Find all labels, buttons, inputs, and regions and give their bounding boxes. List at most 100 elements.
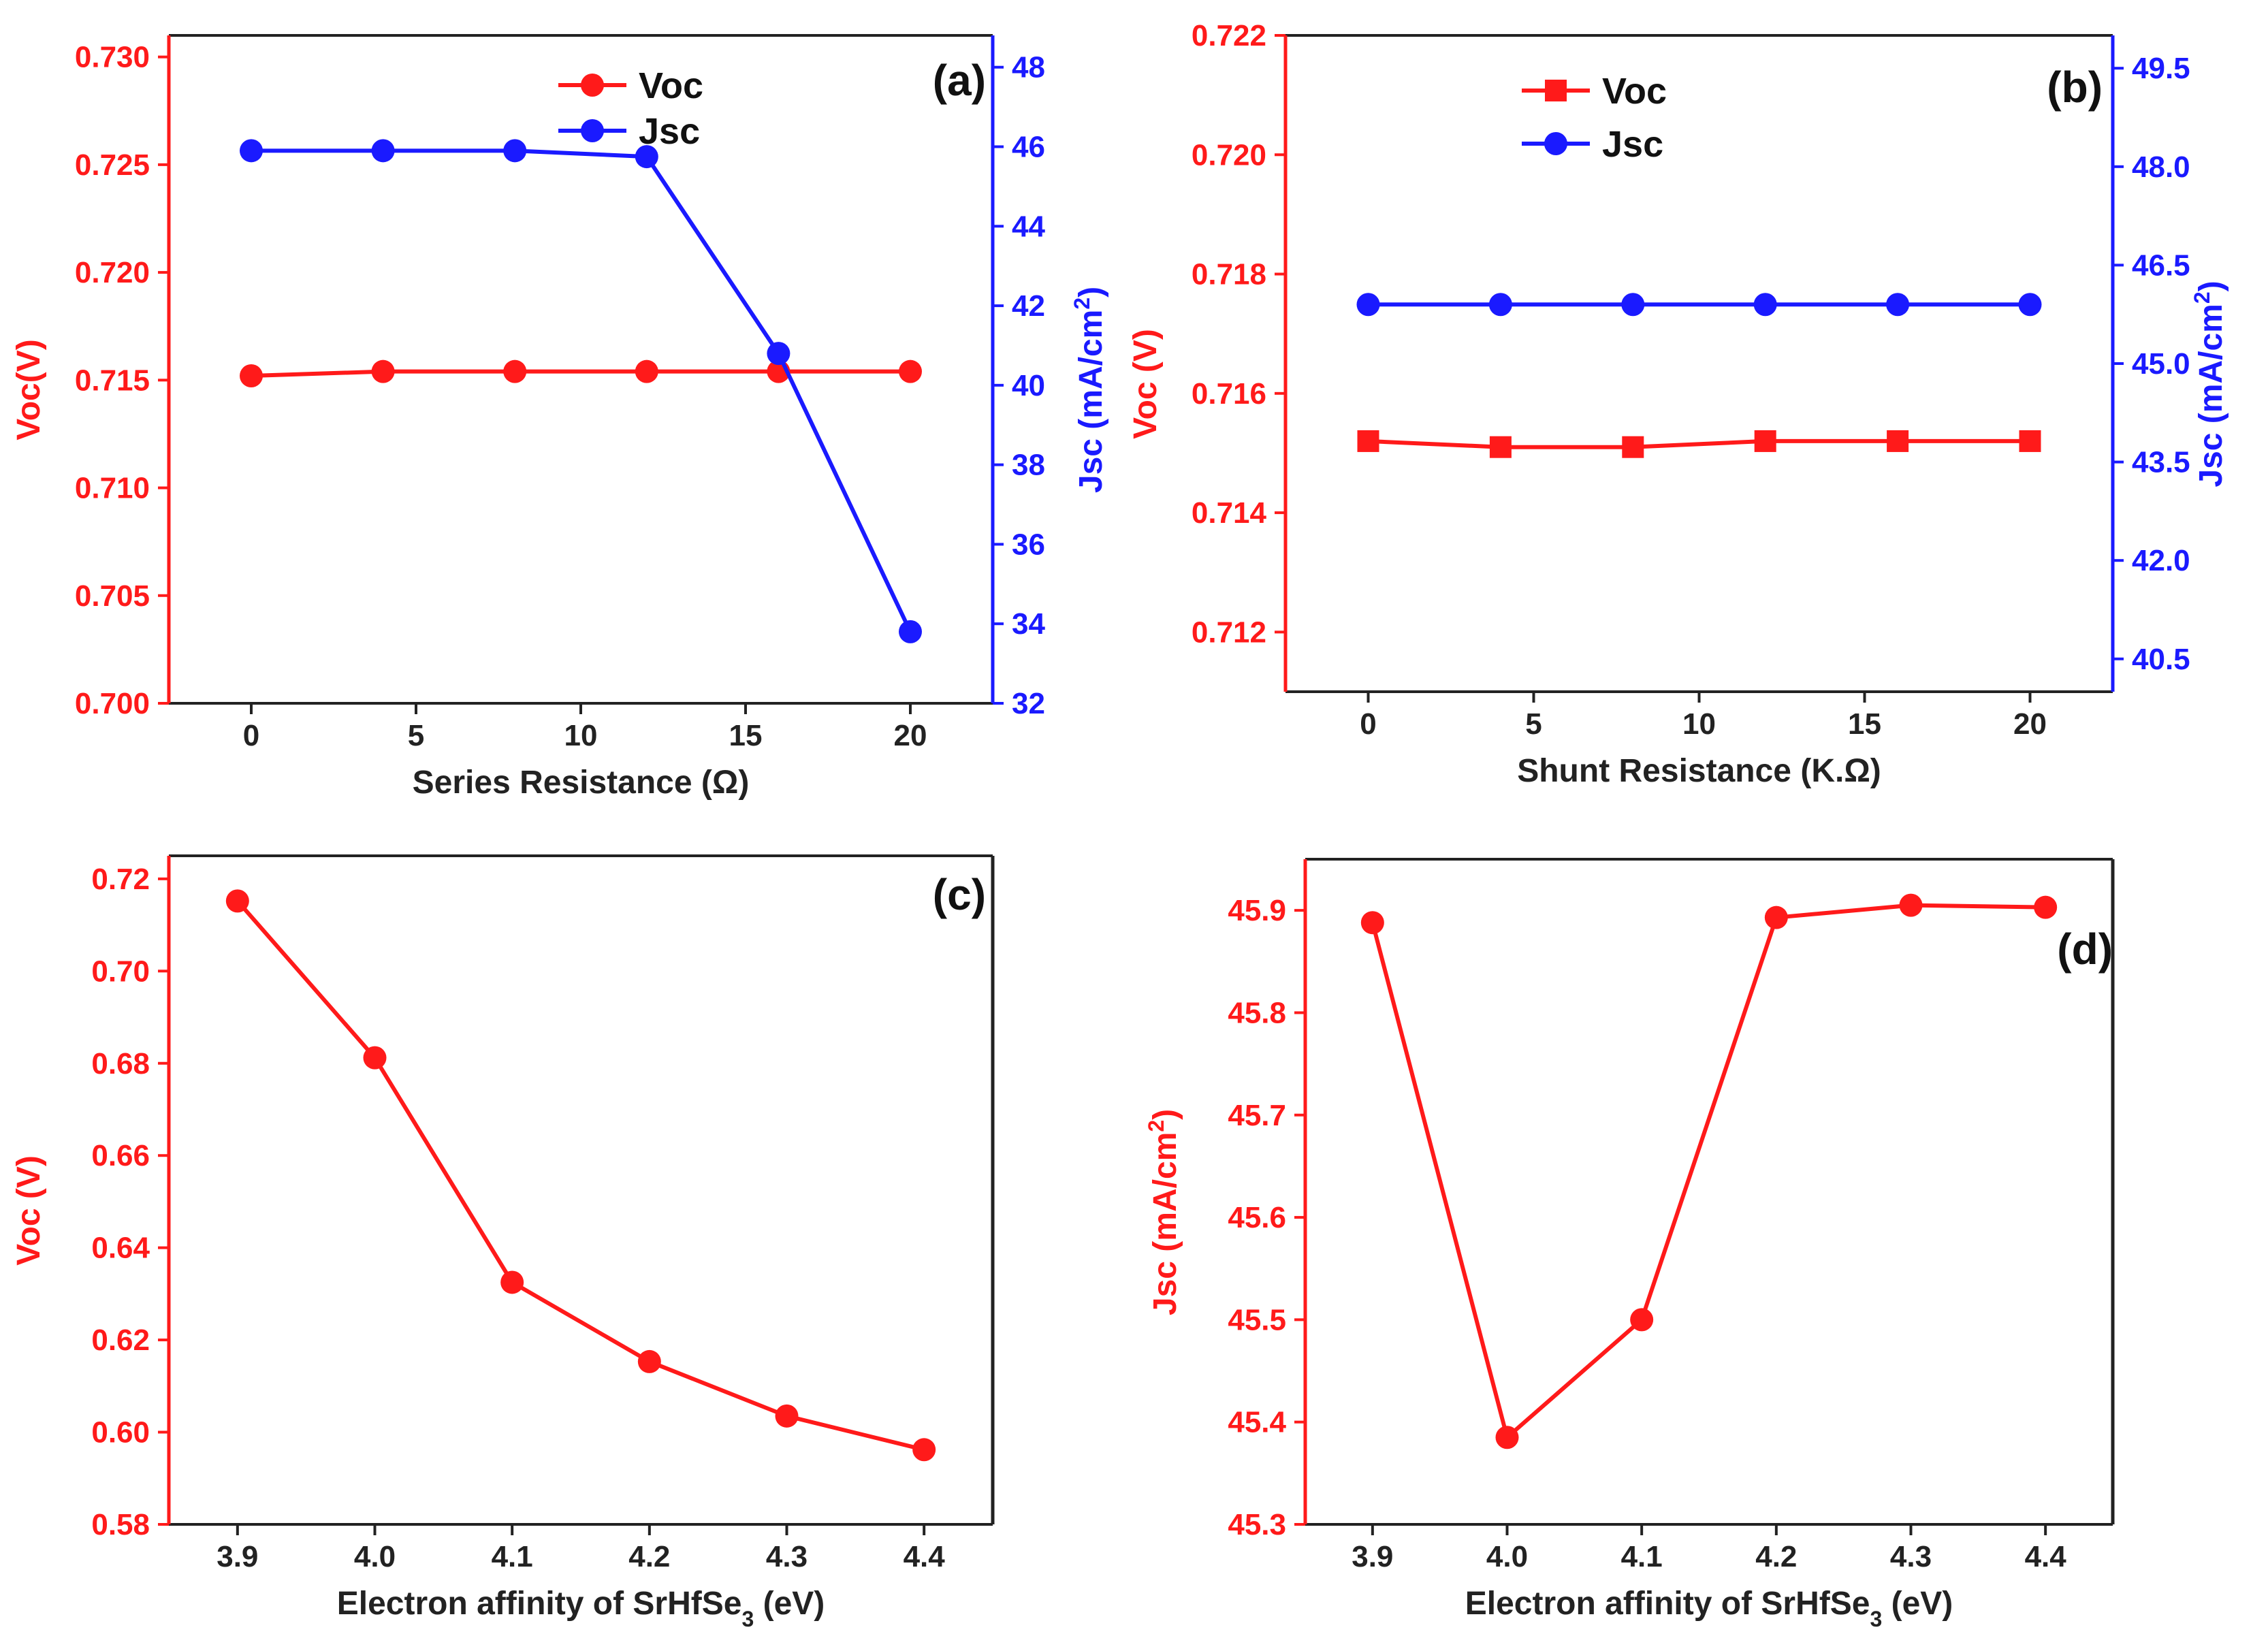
y-right-axis-title: Jsc (mA/cm2)	[2190, 280, 2229, 487]
data-point-jsc	[1630, 1308, 1654, 1332]
y-left-tick-label: 0.722	[1192, 19, 1266, 52]
y-left-tick-label: 0.72	[91, 863, 150, 896]
data-point-jsc	[1753, 293, 1777, 317]
x-tick-label: 0	[243, 719, 259, 752]
y-left-tick-label: 0.720	[75, 256, 150, 289]
x-tick-label: 4.1	[1621, 1540, 1663, 1573]
x-tick-label: 10	[564, 719, 598, 752]
series-line-voc	[1368, 438, 2030, 449]
x-tick-label: 20	[2013, 707, 2047, 741]
data-point-voc	[1357, 430, 1379, 452]
y-left-tick-label: 0.710	[75, 472, 150, 505]
data-point-jsc	[1495, 1426, 1519, 1449]
y-right-tick-label: 48.0	[2132, 150, 2190, 184]
y-left-tick-label: 0.58	[91, 1508, 150, 1541]
data-point-voc	[1622, 436, 1644, 458]
y-right-tick-label: 42	[1012, 289, 1045, 323]
y-left-tick-label: 45.3	[1228, 1508, 1286, 1541]
y-right-tick-label: 38	[1012, 449, 1045, 482]
legend-marker	[1545, 80, 1567, 101]
y-right-tick-label: 49.5	[2132, 52, 2190, 85]
data-point-jsc	[503, 139, 527, 163]
y-left-tick-label: 0.66	[91, 1139, 150, 1172]
series-line-jsc	[251, 148, 912, 633]
y-left-tick-label: 0.60	[91, 1416, 150, 1449]
data-point-voc	[635, 359, 658, 383]
x-tick-label: 3.9	[1352, 1540, 1393, 1573]
data-point-voc	[1489, 436, 1512, 458]
y-left-tick-label: 0.720	[1192, 138, 1266, 172]
data-point-voc	[912, 1438, 936, 1462]
x-axis-title: Shunt Resistance (K.Ω)	[1517, 753, 1881, 789]
data-point-jsc	[371, 139, 395, 163]
y-left-axis-title: Voc (V)	[11, 1155, 47, 1266]
y-left-tick-label: 0.716	[1192, 377, 1266, 411]
panel-label: (b)	[2047, 63, 2103, 112]
x-tick-label: 4.2	[1755, 1540, 1797, 1573]
data-point-voc	[363, 1046, 387, 1070]
legend-marker	[581, 74, 604, 97]
y-right-tick-label: 46	[1012, 131, 1045, 164]
y-left-tick-label: 0.718	[1192, 258, 1266, 291]
x-tick-label: 0	[1360, 707, 1376, 741]
data-point-jsc	[1886, 293, 1910, 317]
x-tick-label: 4.4	[2025, 1540, 2067, 1573]
x-tick-label: 10	[1682, 707, 1716, 741]
x-tick-label: 5	[1525, 707, 1542, 741]
legend-label-voc: Voc	[1602, 71, 1667, 112]
y-left-tick-label: 45.4	[1228, 1406, 1286, 1439]
y-right-tick-label: 34	[1012, 607, 1045, 641]
x-tick-label: 4.3	[1890, 1540, 1932, 1573]
y-left-tick-label: 0.730	[75, 41, 150, 74]
data-point-voc	[1754, 430, 1776, 452]
y-right-tick-label: 32	[1012, 687, 1045, 720]
x-axis-title: Electron affinity of SrHfSe3 (eV)	[337, 1586, 825, 1631]
y-left-tick-label: 45.6	[1228, 1201, 1286, 1234]
series-line-voc	[236, 899, 925, 1452]
panel-c: 3.9 4.0 4.1 4.2 4.3 4.4 0.58 0.60 0.62 0.64 0.66 0.…	[11, 854, 995, 1631]
y-left-tick-label: 45.7	[1228, 1099, 1286, 1132]
y-left-tick-label: 0.700	[75, 687, 150, 720]
data-point-voc	[775, 1404, 799, 1428]
y-left-tick-label: 0.64	[91, 1232, 150, 1265]
data-point-jsc	[1621, 293, 1645, 317]
data-point-voc	[240, 364, 263, 387]
y-left-tick-label: 0.705	[75, 579, 150, 613]
legend-marker	[581, 119, 604, 142]
y-right-tick-label: 40	[1012, 369, 1045, 402]
panel-label: (d)	[2057, 925, 2113, 974]
data-point-voc	[225, 889, 249, 913]
x-tick-label: 4.1	[492, 1540, 533, 1573]
data-point-jsc	[1764, 905, 1788, 929]
x-axis-title: Electron affinity of SrHfSe3 (eV)	[1465, 1586, 1953, 1631]
y-right-tick-label: 44	[1012, 210, 1045, 243]
y-left-tick-label: 45.8	[1228, 996, 1286, 1029]
data-point-voc	[1887, 430, 1909, 452]
x-tick-label: 4.3	[766, 1540, 808, 1573]
data-point-jsc	[1899, 893, 1923, 917]
y-left-axis-title: Voc(V)	[11, 339, 47, 440]
y-right-axis-title: Jsc (mA/cm2)	[1070, 287, 1109, 493]
x-tick-label: 15	[1848, 707, 1881, 741]
panel-label: (a)	[933, 56, 986, 105]
data-point-voc	[500, 1270, 524, 1294]
y-left-tick-label: 0.70	[91, 955, 150, 988]
data-point-jsc	[1360, 911, 1384, 935]
data-point-voc	[503, 359, 527, 383]
y-left-tick-label: 0.68	[91, 1047, 150, 1080]
y-right-tick-label: 43.5	[2132, 446, 2190, 479]
legend-label-voc: Voc	[639, 65, 703, 106]
x-axis-title: Series Resistance (Ω)	[413, 765, 750, 801]
y-left-axis-title: Jsc (mA/cm2)	[1144, 1109, 1183, 1315]
panel-label: (c)	[933, 870, 986, 919]
data-point-jsc	[240, 139, 263, 163]
legend-label-jsc: Jsc	[639, 111, 700, 152]
y-right-tick-label: 46.5	[2132, 249, 2190, 282]
data-point-jsc	[899, 620, 922, 643]
y-left-tick-label: 45.9	[1228, 894, 1286, 927]
data-point-voc	[899, 359, 922, 383]
x-tick-label: 4.2	[628, 1540, 670, 1573]
panel-a: 0 5 10 15 20 0.700 0.705 0.710 0.715 0.720 0.725 0.…	[11, 34, 1109, 801]
series-line-voc	[251, 369, 910, 378]
